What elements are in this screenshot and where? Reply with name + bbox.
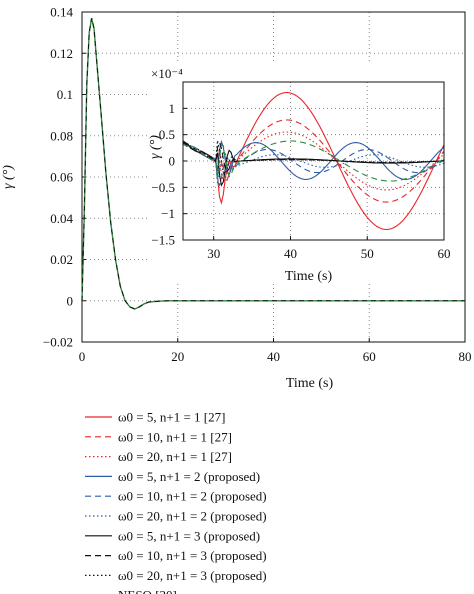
- legend-label: ω0 = 5, n+1 = 2 (proposed): [118, 469, 260, 484]
- inset-x-axis-label: Time (s): [285, 269, 333, 284]
- legend-label: NESO [30]: [118, 588, 177, 594]
- main-y-axis-label: γ (°): [1, 165, 16, 189]
- legend-label: ω0 = 5, n+1 = 1 [27]: [118, 410, 225, 425]
- main-xtick-label: 60: [363, 349, 376, 364]
- inset-ytick-label: −1.5: [151, 233, 175, 248]
- inset-series-line: [183, 119, 444, 203]
- inset-y-axis-label: γ (°): [148, 135, 163, 159]
- main-plot-lines: [81, 18, 465, 310]
- inset-series-group: [183, 91, 444, 231]
- inset-ytick-label: 0.5: [159, 127, 175, 142]
- inset-xtick-label: 50: [361, 246, 374, 261]
- legend-label: ω0 = 10, n+1 = 1 [27]: [118, 429, 232, 444]
- main-ytick-label: 0: [67, 293, 74, 308]
- legend-label: ω0 = 20, n+1 = 1 [27]: [118, 449, 232, 464]
- inset-ytick-label: −1: [161, 206, 175, 221]
- legend-label: ω0 = 20, n+1 = 2 (proposed): [118, 509, 267, 524]
- inset-axes: 30 40 50 60 1 0.5 0 −0.5 −1 −1.5 ×10⁻⁴ Time (s) γ (°…: [148, 66, 451, 284]
- inset-xtick-label: 30: [207, 246, 220, 261]
- inset-ytick-label: 0: [169, 154, 176, 169]
- main-xtick-label: 20: [171, 349, 184, 364]
- main-xtick-label: 40: [267, 349, 280, 364]
- main-ytick-label: 0.06: [50, 170, 73, 185]
- main-ytick-label: 0.12: [50, 46, 73, 61]
- legend-label: ω0 = 20, n+1 = 3 (proposed): [118, 568, 267, 583]
- inset-series-line: [183, 141, 444, 184]
- main-ytick-label: −0.02: [43, 335, 73, 350]
- legend: ω0 = 5, n+1 = 1 [27] ω0 = 10, n+1 = 1 [27…: [85, 410, 267, 594]
- main-ytick-label: 0.1: [57, 87, 73, 102]
- inset-ytick-label: −0.5: [151, 180, 175, 195]
- inset-series-line: [183, 140, 444, 175]
- main-ytick-label: 0.04: [50, 211, 73, 226]
- inset-background: [148, 64, 464, 284]
- inset-ytick-label: 1: [169, 101, 176, 116]
- main-ytick-label: 0.14: [50, 5, 73, 20]
- legend-label: ω0 = 5, n+1 = 3 (proposed): [118, 528, 260, 543]
- inset-panel: [148, 64, 464, 284]
- legend-label: ω0 = 10, n+1 = 3 (proposed): [118, 548, 267, 563]
- main-series-line-overlay: [81, 18, 465, 310]
- inset-exponent-label: ×10⁻⁴: [151, 66, 183, 81]
- inset-xtick-label: 40: [284, 246, 297, 261]
- inset-xtick-label: 60: [438, 246, 451, 261]
- main-x-axis-label: Time (s): [286, 376, 334, 391]
- inset-plot-lines: [183, 91, 444, 231]
- inset-series-line: [183, 131, 444, 191]
- legend-label: ω0 = 10, n+1 = 2 (proposed): [118, 489, 267, 504]
- main-ytick-label: 0.02: [50, 252, 73, 267]
- main-xtick-label: 0: [79, 349, 86, 364]
- main-ytick-label: 0.08: [50, 128, 73, 143]
- inset-series-line: [183, 140, 444, 182]
- main-axes: 0 20 40 60 80 −0.02 0 0.02 0.04 0.06 0.08 0.1 0.12 0.…: [1, 5, 472, 392]
- main-xtick-label: 80: [459, 349, 472, 364]
